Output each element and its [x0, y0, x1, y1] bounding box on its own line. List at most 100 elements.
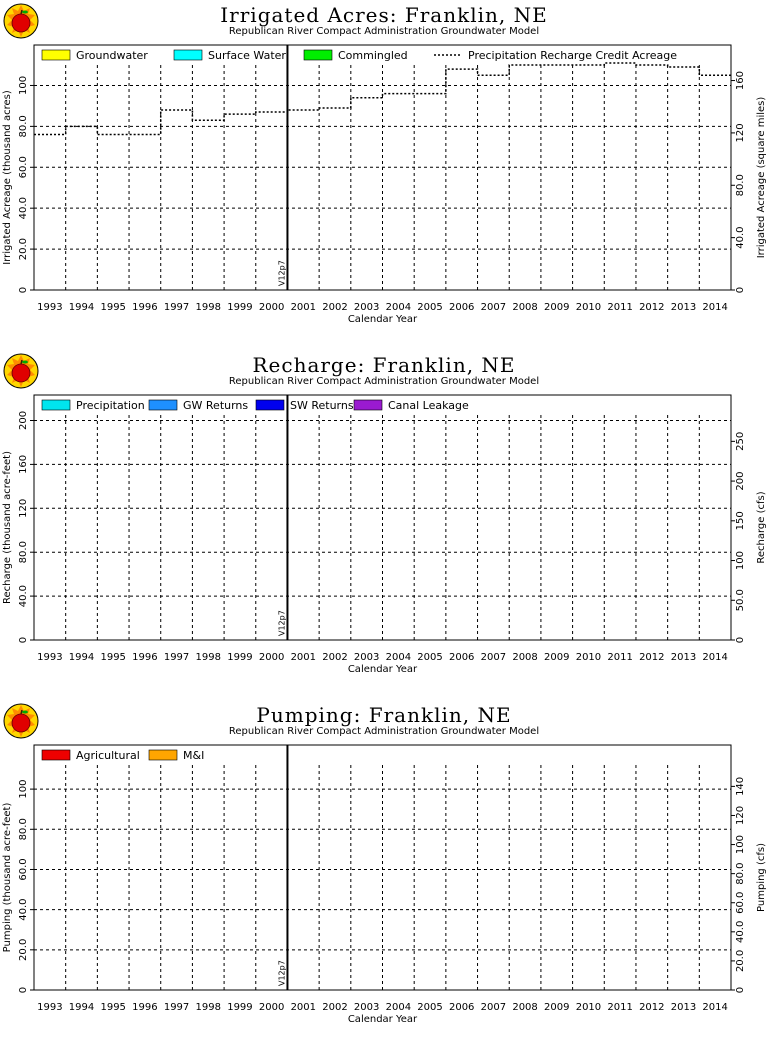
y-right-tick-label: 0	[735, 287, 746, 293]
legend-swatch	[148, 399, 178, 411]
legend-label: Surface Water	[208, 49, 286, 62]
apple-logo-icon	[3, 703, 39, 739]
version-marker-label: V12p7	[277, 260, 286, 286]
y-right-tick-label: 60.0	[735, 892, 746, 914]
y-axis-title: Irrigated Acreage (thousand acres)	[2, 90, 13, 265]
x-tick-label: 1996	[132, 1002, 157, 1013]
legend-label: Agricultural	[76, 749, 140, 762]
y-right-tick-label: 120	[735, 123, 746, 142]
x-tick-label: 2010	[576, 1002, 601, 1013]
y-right-tick-label: 0	[735, 637, 746, 643]
x-tick-label: 1994	[69, 652, 94, 663]
x-tick-label: 2013	[671, 1002, 696, 1013]
x-tick-label: 1999	[227, 302, 252, 313]
y-tick-label: 200	[18, 411, 29, 430]
x-tick-label: 2001	[291, 1002, 316, 1013]
chart-subtitle: Republican River Compact Administration …	[228, 26, 540, 37]
x-tick-label: 2002	[322, 1002, 347, 1013]
plot-frame	[33, 394, 732, 641]
y-tick-label: 0	[18, 987, 29, 993]
legend-label: Precipitation Recharge Credit Acreage	[468, 49, 677, 62]
x-tick-label: 1993	[37, 302, 62, 313]
x-tick-label: 1995	[100, 652, 125, 663]
x-tick-label: 2014	[702, 302, 727, 313]
legend-swatch	[303, 49, 333, 61]
y-right-axis-title: Pumping (cfs)	[756, 843, 767, 912]
x-tick-label: 2006	[449, 652, 474, 663]
version-marker-label: V12p7	[277, 610, 286, 636]
x-tick-label: 2005	[417, 1002, 442, 1013]
x-tick-label: 2010	[576, 652, 601, 663]
chart-title: Pumping: Franklin, NE	[256, 703, 512, 727]
y-right-tick-label: 50.0	[735, 589, 746, 611]
y-axis-title: Recharge (thousand acre-feet)	[2, 451, 13, 604]
irrigated-acres-chart: V12p7 Groundwater Surface Water Commingled P…	[2, 44, 767, 325]
x-tick-label: 2007	[481, 1002, 506, 1013]
y-right-tick-label: 250	[735, 432, 746, 451]
x-tick-label: 1995	[100, 1002, 125, 1013]
y-right-tick-label: 80.0	[735, 863, 746, 885]
legend-label: M&I	[183, 749, 204, 762]
y-right-axis-title: Recharge (cfs)	[756, 491, 767, 563]
legend-swatch	[255, 399, 285, 411]
x-tick-label: 2010	[576, 302, 601, 313]
legend-swatch	[173, 49, 203, 61]
legend-swatch	[41, 749, 71, 761]
legend-swatch	[148, 749, 178, 761]
legend-label: Commingled	[338, 49, 408, 62]
x-tick-label: 1997	[164, 652, 189, 663]
legend-label: Canal Leakage	[388, 399, 469, 412]
legend-swatch	[41, 399, 71, 411]
pumping-panel: Pumping: Franklin, NE Republican River C…	[0, 700, 768, 1041]
legend-label: Precipitation	[76, 399, 145, 412]
x-tick-label: 1998	[196, 1002, 221, 1013]
legend-swatch	[353, 399, 383, 411]
x-tick-label: 2008	[512, 652, 537, 663]
x-axis-title: Calendar Year	[348, 1014, 418, 1025]
x-tick-label: 2009	[544, 1002, 569, 1013]
y-right-tick-label: 80.0	[735, 174, 746, 196]
x-tick-label: 2012	[639, 302, 664, 313]
x-tick-label: 2012	[639, 1002, 664, 1013]
x-tick-label: 2011	[607, 652, 632, 663]
x-tick-label: 1993	[37, 652, 62, 663]
chart-title: Irrigated Acres: Franklin, NE	[220, 3, 548, 27]
y-right-tick-label: 140	[735, 777, 746, 796]
x-tick-label: 1996	[132, 652, 157, 663]
y-tick-label: 20.0	[18, 238, 29, 260]
y-right-axis-title: Irrigated Acreage (square miles)	[756, 97, 767, 259]
y-right-tick-label: 200	[735, 472, 746, 491]
y-right-tick-label: 40.0	[735, 227, 746, 249]
x-tick-label: 2000	[259, 302, 284, 313]
x-tick-label: 2007	[481, 652, 506, 663]
x-tick-label: 2006	[449, 302, 474, 313]
recharge-panel: Recharge: Franklin, NE Republican River …	[0, 350, 768, 691]
y-right-tick-label: 0	[735, 987, 746, 993]
x-tick-label: 2003	[354, 652, 379, 663]
x-tick-label: 1998	[196, 652, 221, 663]
x-tick-label: 2003	[354, 1002, 379, 1013]
y-right-tick-label: 150	[735, 511, 746, 530]
x-tick-label: 2002	[322, 302, 347, 313]
plot-frame	[33, 744, 732, 991]
x-tick-label: 2009	[544, 302, 569, 313]
x-axis-title: Calendar Year	[348, 314, 418, 325]
x-tick-label: 2008	[512, 1002, 537, 1013]
x-tick-label: 2000	[259, 1002, 284, 1013]
y-right-tick-label: 160	[735, 71, 746, 90]
x-tick-label: 1994	[69, 302, 94, 313]
x-tick-label: 2003	[354, 302, 379, 313]
x-tick-label: 2004	[386, 652, 411, 663]
y-tick-label: 20.0	[18, 939, 29, 961]
version-marker-label: V12p7	[277, 960, 286, 986]
x-tick-label: 2006	[449, 1002, 474, 1013]
y-right-tick-label: 20.0	[735, 950, 746, 972]
x-tick-label: 2005	[417, 302, 442, 313]
y-tick-label: 80.0	[18, 818, 29, 840]
x-tick-label: 2014	[702, 1002, 727, 1013]
x-tick-label: 2004	[386, 1002, 411, 1013]
irrigated-acres-panel: Irrigated Acres: Franklin, NE Republican…	[0, 0, 768, 341]
y-right-tick-label: 120	[735, 806, 746, 825]
legend-label: SW Returns	[290, 399, 354, 412]
